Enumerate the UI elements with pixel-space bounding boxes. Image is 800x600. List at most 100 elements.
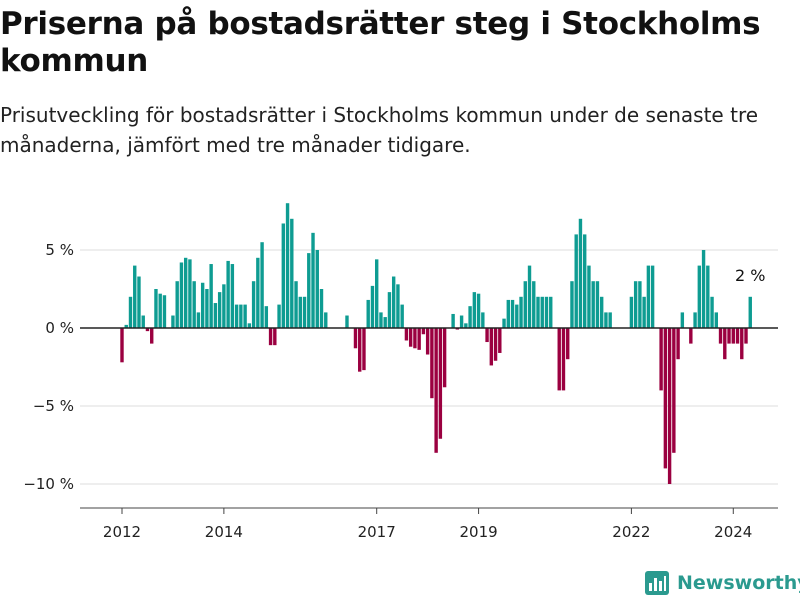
bar bbox=[290, 218, 294, 328]
bar bbox=[425, 328, 430, 355]
bar bbox=[379, 312, 383, 328]
bar bbox=[544, 296, 549, 328]
bar bbox=[400, 304, 404, 328]
bar bbox=[171, 315, 175, 328]
bar bbox=[260, 242, 264, 328]
bar bbox=[629, 296, 634, 328]
bar bbox=[583, 234, 587, 328]
bar bbox=[247, 323, 252, 328]
bar bbox=[468, 306, 472, 328]
bar bbox=[434, 328, 438, 453]
bar bbox=[570, 281, 574, 328]
bar bbox=[472, 292, 477, 328]
bar bbox=[727, 328, 731, 344]
bar bbox=[650, 265, 655, 328]
bar bbox=[536, 296, 540, 328]
bar bbox=[383, 317, 387, 328]
bar bbox=[532, 281, 536, 328]
bar bbox=[735, 328, 740, 344]
bar bbox=[281, 223, 286, 328]
bar bbox=[476, 293, 481, 328]
bar bbox=[154, 289, 158, 328]
bar bbox=[557, 328, 561, 391]
bar bbox=[604, 312, 608, 328]
bar bbox=[175, 281, 179, 328]
chart-subtitle: Prisutveckling för bostadsrätter i Stock… bbox=[0, 103, 759, 157]
bar bbox=[183, 257, 188, 328]
bar bbox=[485, 328, 489, 343]
bars bbox=[120, 203, 752, 484]
bar bbox=[158, 293, 162, 328]
bar bbox=[192, 281, 196, 328]
bar bbox=[234, 304, 239, 328]
bar bbox=[510, 299, 515, 328]
bar bbox=[608, 312, 612, 328]
bar bbox=[566, 328, 570, 360]
bar bbox=[693, 312, 697, 328]
bar bbox=[375, 259, 379, 328]
bar bbox=[196, 312, 201, 328]
bar bbox=[391, 276, 396, 328]
bar bbox=[549, 296, 553, 328]
bar bbox=[442, 328, 447, 388]
bar bbox=[680, 312, 685, 328]
x-tick-label: 2014 bbox=[205, 523, 243, 541]
x-tick-label: 2019 bbox=[459, 523, 497, 541]
bar bbox=[362, 328, 366, 371]
bar bbox=[599, 296, 604, 328]
bar bbox=[243, 304, 247, 328]
bar bbox=[205, 289, 209, 328]
bar bbox=[145, 328, 150, 332]
bar bbox=[706, 265, 710, 328]
bar bbox=[748, 296, 752, 328]
bar bbox=[421, 328, 426, 335]
bar bbox=[430, 328, 434, 399]
bar bbox=[298, 296, 302, 328]
y-tick-label: −10 % bbox=[23, 475, 74, 493]
bar bbox=[408, 328, 413, 347]
bar bbox=[459, 315, 464, 328]
bar bbox=[387, 292, 392, 328]
bar bbox=[710, 296, 714, 328]
chart-title: Priserna på bostadsrätter steg i Stockho… bbox=[0, 6, 761, 79]
bar bbox=[319, 289, 324, 328]
bar bbox=[137, 276, 141, 328]
bar bbox=[591, 281, 595, 328]
bar bbox=[120, 328, 124, 363]
gridlines bbox=[80, 249, 778, 485]
bar bbox=[230, 264, 235, 328]
x-tick-label: 2024 bbox=[714, 523, 752, 541]
bar bbox=[226, 260, 230, 328]
bar bbox=[481, 312, 485, 328]
bar bbox=[587, 265, 591, 328]
bar bbox=[646, 265, 651, 328]
bar bbox=[595, 281, 600, 328]
bar bbox=[213, 303, 218, 328]
brand-name: Newsworthy bbox=[677, 572, 800, 594]
bar bbox=[540, 296, 544, 328]
bar bbox=[162, 295, 167, 328]
bar bbox=[701, 250, 706, 328]
bar bbox=[179, 262, 184, 328]
bar bbox=[222, 284, 226, 328]
bar bbox=[285, 203, 290, 328]
bar bbox=[277, 304, 281, 328]
bar bbox=[574, 234, 578, 328]
bar bbox=[659, 328, 663, 391]
bar bbox=[718, 328, 723, 344]
bar bbox=[209, 264, 213, 328]
bar bbox=[523, 281, 527, 328]
bar bbox=[527, 265, 532, 328]
bar bbox=[256, 257, 260, 328]
bar bbox=[676, 328, 680, 360]
bar bbox=[438, 328, 443, 439]
bar bbox=[633, 281, 638, 328]
x-tick-label: 2012 bbox=[103, 523, 141, 541]
bar bbox=[697, 265, 702, 328]
bar-annotation: 2 % bbox=[735, 266, 765, 285]
bar bbox=[294, 281, 298, 328]
bar bbox=[128, 296, 133, 328]
bar bbox=[150, 328, 154, 344]
bar bbox=[417, 328, 421, 350]
